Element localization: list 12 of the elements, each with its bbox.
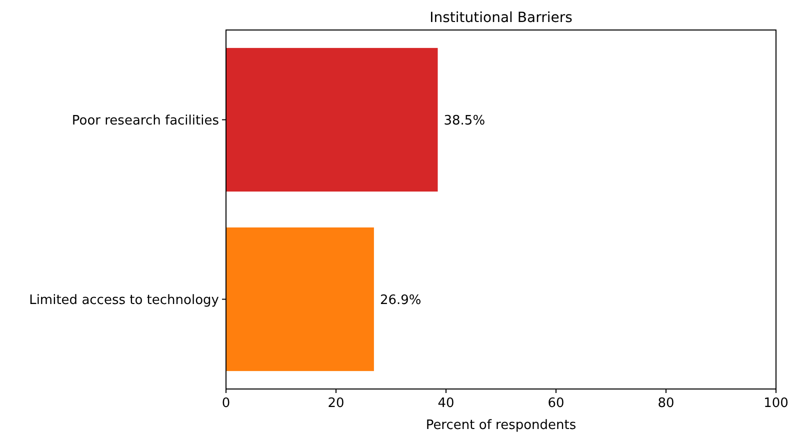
x-axis-title: Percent of respondents: [426, 418, 576, 433]
y-tick-label: Limited access to technology: [29, 292, 220, 308]
x-tick-label: 40: [438, 396, 454, 411]
x-tick-label: 0: [222, 396, 230, 411]
x-tick-label: 20: [328, 396, 344, 411]
data-label: 38.5%: [444, 113, 486, 128]
x-tick-label: 100: [764, 396, 788, 411]
chart-title: Institutional Barriers: [430, 10, 572, 26]
x-tick-label: 60: [548, 396, 564, 411]
y-tick-label: Poor research facilities: [72, 113, 220, 128]
x-tick-label: 80: [658, 396, 674, 411]
data-label: 26.9%: [380, 292, 422, 308]
